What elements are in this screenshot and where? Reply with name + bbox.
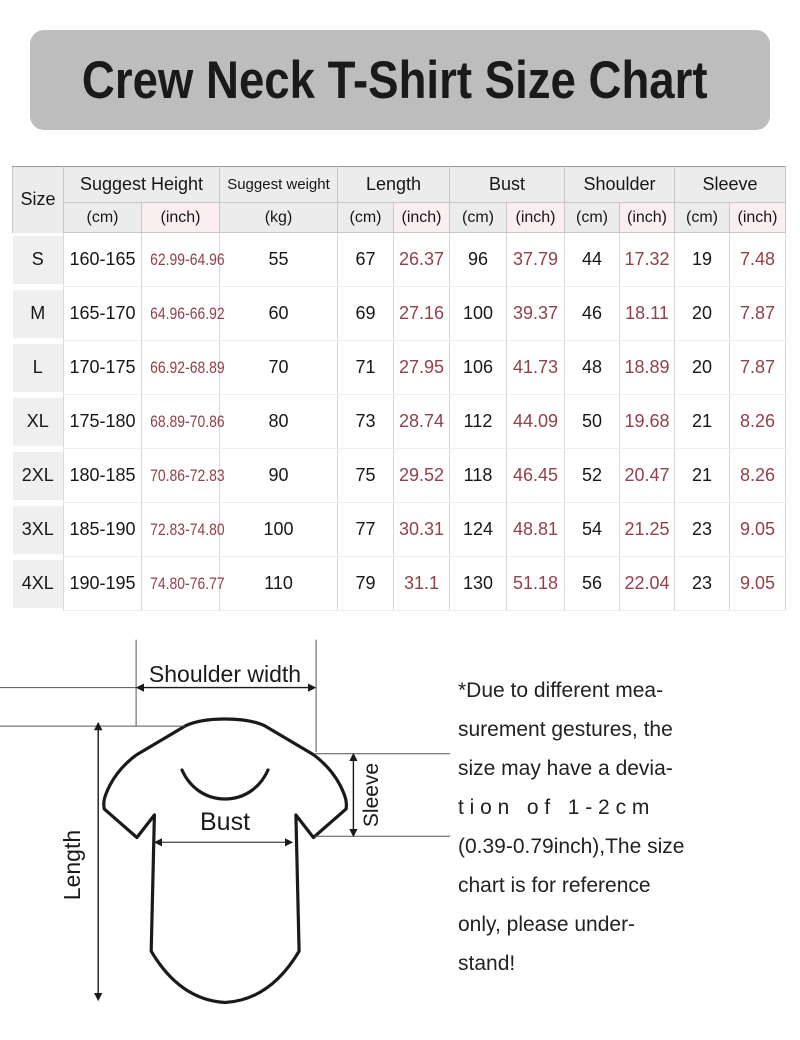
svg-text:Bust: Bust <box>200 808 250 836</box>
svg-text:Shoulder width: Shoulder width <box>149 661 301 687</box>
svg-text:Length: Length <box>59 830 85 900</box>
svg-text:Sleeve: Sleeve <box>360 763 383 827</box>
